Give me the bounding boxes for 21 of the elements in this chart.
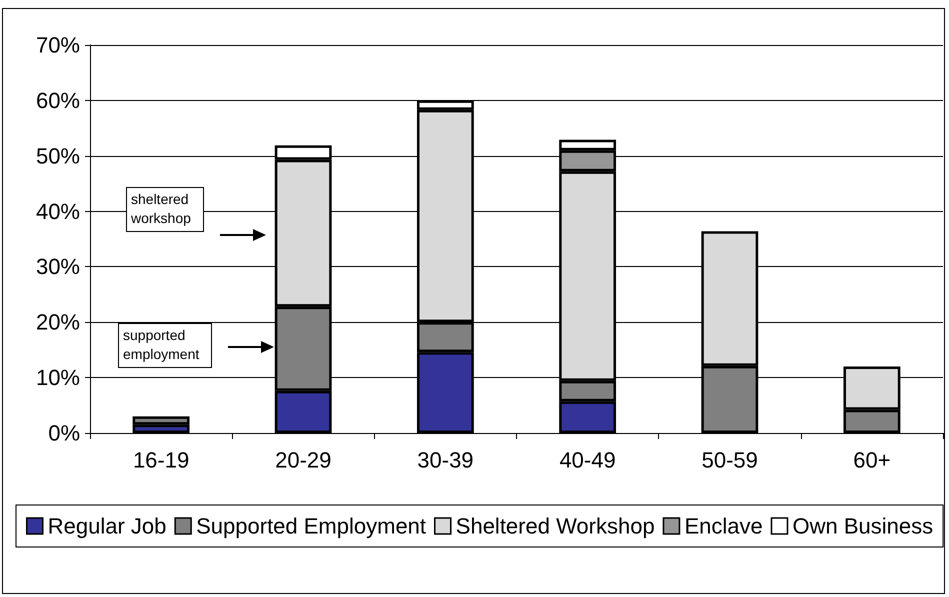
legend-label: Regular Job (48, 514, 166, 538)
x-tick-label: 16-19 (132, 448, 190, 472)
legend-label: Enclave (684, 514, 763, 538)
y-tick-label: 60% (36, 88, 80, 113)
x-tick-label: 30-39 (417, 448, 474, 472)
y-tick-label: 40% (36, 198, 80, 224)
x-tick-label: 40-49 (559, 448, 616, 472)
annotation: sheltered workshop (126, 187, 204, 232)
y-tick-label: 50% (36, 143, 80, 168)
x-tick-label: 20-29 (275, 448, 332, 472)
legend-label: Supported Employment (196, 514, 426, 538)
y-tick-label: 70% (36, 32, 80, 58)
legend-label: Own Business (792, 514, 934, 538)
y-tick-label: 0% (48, 420, 80, 446)
x-tick-label: 60+ (853, 448, 891, 472)
legend-label: Sheltered Workshop (456, 514, 655, 538)
x-tick-label: 50-59 (702, 448, 758, 472)
y-tick-label: 10% (36, 365, 80, 390)
y-tick-label: 20% (36, 310, 80, 335)
annotation: supported employment (118, 323, 212, 368)
y-tick-label: 30% (36, 254, 80, 280)
